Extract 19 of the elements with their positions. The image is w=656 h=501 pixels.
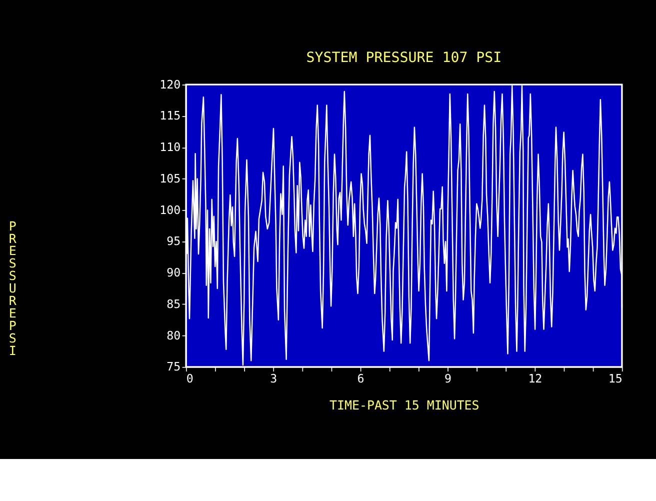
y-tick-label: 115 [160,108,181,123]
y-tick-label: 105 [160,171,181,186]
y-tick-label: 120 [160,77,181,92]
x-tick-label: 9 [444,371,452,386]
x-tick-label: 0 [186,371,194,386]
y-tick-label: 95 [166,234,181,248]
y-tick-label: 85 [166,296,181,311]
y-tick-label: 75 [166,360,181,374]
x-axis-title: TIME-PAST 15 MINUTES [330,398,480,413]
y-tick-label: 80 [166,328,181,342]
y-tick-label: 110 [160,140,181,154]
x-tick-label: 12 [528,371,542,386]
x-tick-label: 6 [357,371,364,386]
x-tick-label: 3 [270,371,278,386]
y-tick-label: 90 [166,266,181,280]
x-tick-label: 15 [608,371,622,386]
chart-title: SYSTEM PRESSURE 107 PSI [306,50,502,66]
y-tick-label: 100 [160,202,181,217]
text: PRESSURE PSI [8,218,16,358]
